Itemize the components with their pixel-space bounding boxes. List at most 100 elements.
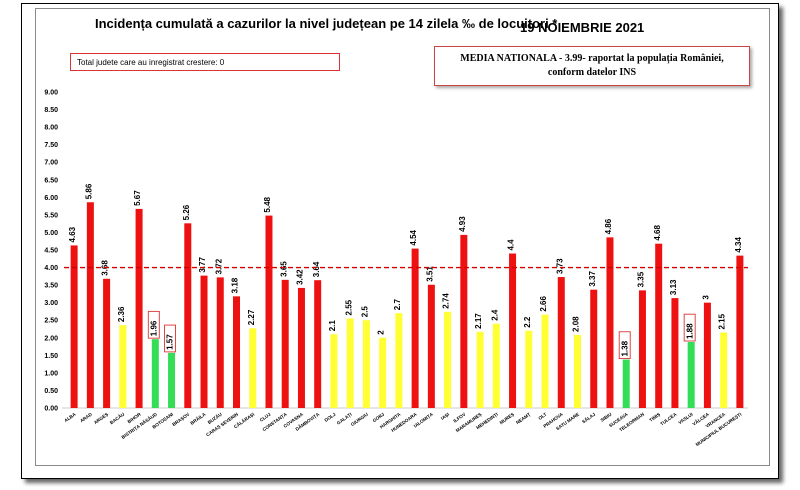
increase-count-box: Total judete care au inregistrat crester… [70,53,340,71]
value-label: 3.64 [312,261,321,277]
value-label: 3.73 [555,258,564,274]
bar [314,280,322,408]
y-tick-label: 7.50 [44,142,58,149]
value-label: 2.36 [117,306,126,322]
value-label: 2.2 [523,316,532,328]
category-label: TULCEA [659,411,678,426]
bar [427,284,435,408]
y-tick-label: 0.50 [44,388,58,395]
bar [557,277,565,408]
value-label: 4.93 [458,216,467,232]
y-tick-label: 8.00 [44,125,58,132]
bar [541,314,549,408]
value-label: 3 [702,295,711,300]
value-label: 3.65 [279,261,288,277]
value-label: 4.63 [68,226,77,242]
bar [687,341,695,408]
value-label: 1.38 [620,340,629,356]
category-label: GORJ [372,411,386,423]
y-tick-label: 1.00 [44,370,58,377]
y-tick-label: 2.50 [44,318,58,325]
bar [476,331,484,408]
report-date: 19 NOIEMBRIE 2021 [520,20,645,35]
y-tick-label: 3.00 [44,300,58,307]
bar [330,334,338,408]
national-average-line2: conform datelor INS [547,67,637,78]
category-label: GIURGIU [350,411,370,427]
value-label: 3.51 [425,266,434,282]
y-tick-label: 3.50 [44,283,58,290]
bar [184,223,192,408]
value-label: 2.55 [344,299,353,315]
value-label: 3.37 [588,271,597,287]
value-label: 2.7 [393,299,402,311]
y-tick-label: 8.50 [44,107,58,114]
category-label: SĂLAJ [581,411,597,425]
value-label: 5.67 [133,190,142,206]
national-average-line1: MEDIA NATIONALA - 3.99- raportat la popu… [460,53,724,64]
category-label: NEAMȚ [515,412,531,426]
bar [265,215,273,408]
value-label: 3.42 [296,269,305,285]
bar [590,289,598,408]
bar [703,302,711,408]
bar [168,352,176,408]
category-label: CLUJ [259,411,272,422]
bar [622,359,630,408]
y-tick-label: 6.50 [44,177,58,184]
value-label: 5.48 [263,196,272,212]
value-label: 5.26 [182,204,191,220]
value-label: 4.34 [734,236,743,252]
y-tick-label: 6.00 [44,195,58,202]
value-label: 4.68 [653,225,662,241]
value-label: 2.15 [718,313,727,329]
value-label: 2.4 [490,309,499,321]
bar [736,255,744,408]
category-label: OLT [537,412,547,421]
value-label: 2.17 [474,313,483,329]
value-label: 2 [377,330,386,335]
y-tick-label: 0.00 [44,406,58,413]
value-label: 1.57 [166,334,175,350]
value-label: 2.74 [442,293,451,309]
category-label: DOLJ [324,411,337,422]
y-tick-label: 2.00 [44,335,58,342]
value-label: 1.88 [685,323,694,339]
bar [200,275,208,408]
bar [509,253,517,408]
category-label: BRĂILA [189,411,207,426]
value-label: 1.96 [149,320,158,336]
bar [103,278,111,408]
value-label: 2.08 [572,316,581,332]
bar [638,290,646,408]
value-label: 2.5 [361,306,370,318]
bar [346,318,354,408]
bar [216,277,224,408]
y-tick-label: 4.50 [44,248,58,255]
y-tick-label: 5.50 [44,212,58,219]
y-tick-label: 1.50 [44,353,58,360]
value-label: 2.66 [539,295,548,311]
y-tick-label: 5.00 [44,230,58,237]
bar [492,323,500,408]
chart-title: Incidența cumulată a cazurilor la nivel … [95,16,558,31]
value-label: 4.86 [604,218,613,234]
bar [70,245,78,408]
bar [233,296,240,408]
value-label-box [618,331,631,359]
bar [655,243,663,408]
bar [119,325,127,408]
category-label: BRAȘOV [171,411,191,428]
y-tick-label: 9.00 [44,90,58,97]
category-label: ARAD [79,411,93,423]
category-label: IAȘI [440,412,451,422]
bar [151,339,159,408]
value-label: 4.54 [409,229,418,245]
bar [379,337,387,408]
bar [525,330,533,408]
value-label: 2.27 [247,309,256,325]
bar [606,237,614,408]
category-label: SIBIU [600,411,613,423]
bar [362,320,370,408]
